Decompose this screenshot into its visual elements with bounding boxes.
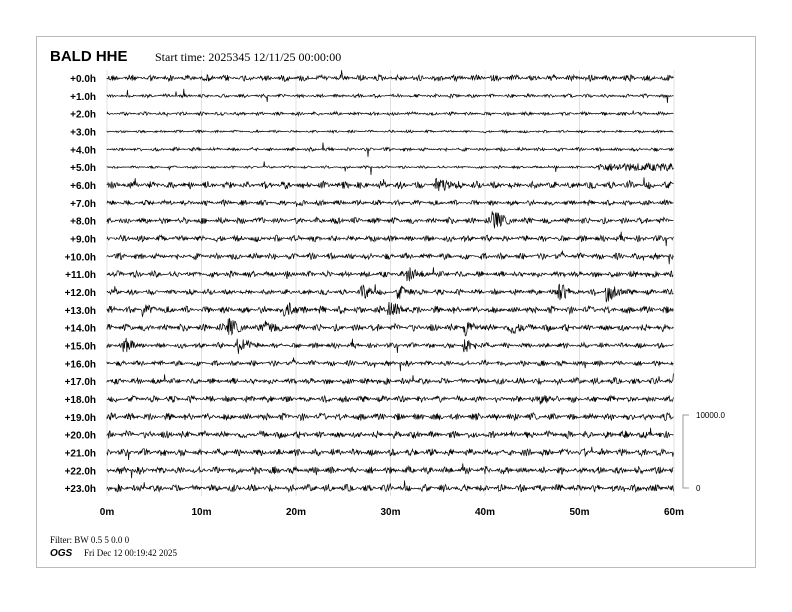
trace-hour-9: [106, 231, 674, 247]
trace-hour-11: [106, 267, 674, 282]
filter-text: Filter: BW 0.5 5 0.0 0: [50, 535, 130, 545]
trace-hour-18: [106, 394, 674, 405]
plot-frame: [36, 36, 756, 568]
scale-bar: 10000.0 0: [682, 411, 725, 493]
trace-hour-2: [106, 110, 674, 118]
x-tick-label: 60m: [664, 507, 684, 518]
trace-hour-13: [106, 301, 674, 317]
scale-bottom-label: 0: [696, 484, 701, 493]
org-label: OGS: [50, 548, 73, 559]
x-tick-label: 10m: [191, 507, 211, 518]
trace-hour-14: [106, 318, 674, 337]
generated-timestamp: Fri Dec 12 00:19:42 2025: [84, 548, 177, 558]
x-tick-label: 30m: [380, 507, 400, 518]
trace-hour-17: [106, 373, 674, 386]
trace-hour-0: [106, 70, 674, 83]
hour-label: +18.0h: [65, 395, 96, 406]
x-tick-label: 50m: [569, 507, 589, 518]
hour-label: +14.0h: [65, 324, 96, 335]
hour-label: +21.0h: [65, 448, 96, 459]
trace-hour-21: [106, 446, 674, 461]
hour-label: +10.0h: [65, 252, 96, 263]
hour-label: +9.0h: [70, 234, 96, 245]
trace-hour-5: [106, 161, 674, 176]
trace-hour-4: [106, 142, 674, 157]
x-tick-label: 40m: [475, 507, 495, 518]
trace-hour-15: [106, 337, 674, 354]
hour-label: +12.0h: [65, 288, 96, 299]
x-tick-label: 20m: [286, 507, 306, 518]
trace-hour-22: [106, 463, 674, 479]
hour-label: +3.0h: [70, 127, 96, 138]
hour-label: +17.0h: [65, 377, 96, 388]
trace-hour-8: [106, 211, 674, 229]
scale-top-label: 10000.0: [696, 411, 725, 420]
start-time: Start time: 2025345 12/11/25 00:00:00: [155, 50, 341, 64]
hour-label: +1.0h: [70, 92, 96, 103]
hour-label: +5.0h: [70, 163, 96, 174]
station-label: BALD HHE: [50, 48, 128, 65]
trace-hour-20: [106, 427, 674, 440]
trace-hour-16: [106, 357, 674, 372]
x-tick-label: 0m: [100, 507, 115, 518]
hour-label: +4.0h: [70, 145, 96, 156]
trace-hour-10: [106, 250, 674, 265]
trace-hour-19: [106, 412, 674, 422]
hour-label: +6.0h: [70, 181, 96, 192]
hour-label: +16.0h: [65, 359, 96, 370]
hour-label: +0.0h: [70, 74, 96, 85]
hour-label: +8.0h: [70, 217, 96, 228]
hour-label: +11.0h: [65, 270, 96, 281]
hour-label: +7.0h: [70, 199, 96, 210]
hour-label: +15.0h: [65, 341, 96, 352]
trace-hour-3: [106, 128, 674, 135]
hour-label: +23.0h: [65, 484, 96, 495]
hour-label: +13.0h: [65, 306, 96, 317]
hour-label: +2.0h: [70, 110, 96, 121]
hour-label: +22.0h: [65, 466, 96, 477]
trace-hour-1: [106, 88, 674, 104]
trace-hour-12: [106, 283, 674, 303]
trace-hour-23: [106, 480, 674, 493]
trace-hour-6: [106, 177, 674, 192]
hour-label: +19.0h: [65, 413, 96, 424]
trace-hour-7: [106, 198, 674, 208]
scale-bar-bracket: [682, 414, 689, 489]
hour-label: +20.0h: [65, 431, 96, 442]
